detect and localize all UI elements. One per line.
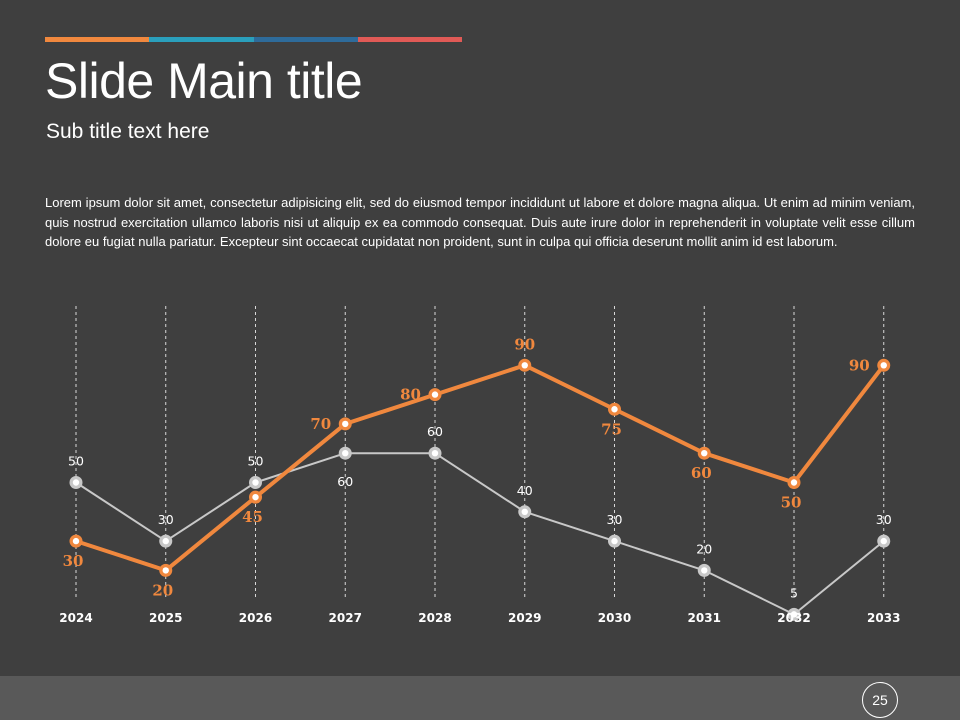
x-tick-label: 2025: [149, 611, 182, 625]
x-tick-label: 2031: [688, 611, 721, 625]
accent-bar: [45, 37, 462, 42]
orange-data-label: 60: [691, 464, 712, 482]
gray-point-inner: [72, 479, 80, 486]
orange-data-label: 90: [849, 356, 870, 374]
orange-point-inner: [611, 406, 618, 413]
gray-data-label: 50: [248, 454, 264, 469]
accent-segment-orange: [45, 37, 150, 42]
orange-point-inner: [162, 567, 169, 574]
accent-segment-red: [357, 37, 462, 42]
gray-data-label: 40: [517, 483, 533, 498]
orange-point-inner: [252, 493, 259, 501]
orange-data-label: 45: [242, 508, 263, 526]
gray-data-label: 30: [876, 512, 892, 527]
gray-point-inner: [521, 508, 528, 515]
x-tick-label: 2033: [867, 611, 900, 625]
x-tick-label: 2026: [239, 611, 272, 625]
slide-subtitle: Sub title text here: [46, 120, 210, 143]
orange-point-inner: [431, 391, 439, 398]
x-tick-label: 2032: [777, 611, 810, 625]
gray-data-label: 30: [607, 512, 623, 527]
gray-data-label: 5: [790, 585, 798, 600]
orange-data-label: 80: [400, 386, 421, 404]
x-tick-label: 2030: [598, 611, 631, 625]
orange-point-inner: [790, 479, 798, 486]
body-paragraph: Lorem ipsum dolor sit amet, consectetur …: [45, 195, 915, 249]
gray-point-inner: [252, 479, 259, 486]
accent-segment-teal: [149, 37, 254, 42]
orange-point-inner: [701, 450, 708, 457]
slide-title: Slide Main title: [45, 53, 363, 109]
gray-point-inner: [701, 567, 708, 574]
page-number-badge: 25: [862, 682, 898, 718]
orange-point-inner: [342, 420, 349, 428]
orange-data-label: 70: [310, 415, 331, 433]
gray-data-label: 30: [158, 512, 174, 527]
series-layer: [69, 358, 891, 621]
gray-point-inner: [790, 611, 798, 618]
gray-data-label: 60: [337, 474, 353, 489]
gray-point-inner: [342, 450, 349, 457]
orange-data-label: 90: [514, 335, 535, 353]
grid-layer: [75, 306, 885, 597]
gray-point-inner: [611, 537, 618, 545]
gray-point-inner: [162, 537, 169, 545]
gray-data-label: 60: [427, 424, 443, 439]
gray-point-inner: [880, 537, 887, 545]
orange-point-inner: [521, 362, 528, 369]
series-orange-line: [75, 363, 886, 573]
footer-bar: [0, 676, 960, 720]
gray-point-inner: [431, 450, 439, 457]
orange-data-label: 20: [152, 581, 173, 599]
series-gray-line: [75, 452, 885, 616]
accent-segment-blue: [253, 37, 358, 42]
orange-data-label: 75: [601, 420, 622, 438]
page-number: 25: [872, 692, 888, 708]
x-tick-label: 2028: [418, 611, 451, 625]
label-layer: 2024 2025 2026 2027 2028 2029 2030 2031 2032 2033…: [59, 335, 900, 625]
orange-data-label: 30: [63, 552, 84, 570]
gray-data-label: 50: [68, 454, 84, 469]
line-chart: 2024 2025 2026 2027 2028 2029 2030 2031 2032 2033…: [59, 306, 900, 625]
x-tick-label: 2027: [329, 611, 362, 625]
gray-data-label: 20: [696, 541, 712, 556]
orange-point-inner: [880, 362, 887, 369]
x-tick-label: 2029: [508, 611, 541, 625]
x-tick-label: 2024: [59, 611, 92, 625]
orange-data-label: 50: [781, 494, 802, 512]
orange-point-inner: [72, 537, 80, 545]
